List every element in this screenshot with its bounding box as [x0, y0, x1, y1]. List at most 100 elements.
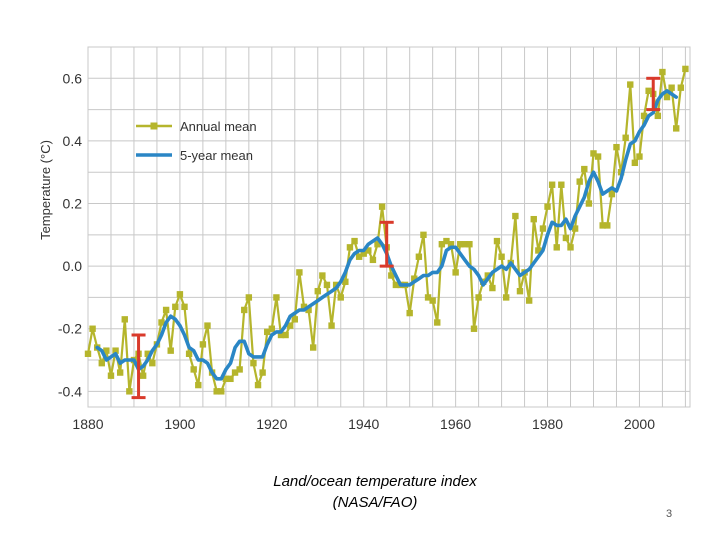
- annual-mean-point: [300, 303, 308, 311]
- annual-mean-point: [502, 294, 510, 301]
- annual-mean-point: [489, 284, 496, 292]
- annual-mean-point: [562, 234, 570, 242]
- x-tick-label: 1880: [72, 416, 103, 432]
- x-tick-label: 1920: [256, 416, 287, 432]
- annual-mean-point: [571, 225, 579, 232]
- y-tick-label: 0.0: [63, 258, 83, 274]
- annual-mean-point: [116, 369, 124, 376]
- annual-mean-point: [149, 359, 156, 367]
- error-bar: [646, 76, 661, 112]
- annual-mean-point: [264, 328, 271, 336]
- annual-mean-point: [346, 244, 354, 251]
- y-tick-label: 0.4: [63, 133, 83, 149]
- annual-mean-point: [195, 381, 202, 389]
- annual-mean-point: [282, 331, 289, 339]
- annual-mean-point: [328, 322, 335, 329]
- annual-mean-point: [181, 303, 188, 311]
- annual-mean-point: [548, 181, 556, 188]
- annual-mean-point: [309, 344, 317, 351]
- annual-mean-point: [314, 287, 321, 295]
- legend-label-five-year-mean: 5-year mean: [180, 148, 253, 163]
- annual-mean-point: [544, 203, 551, 210]
- annual-mean-point: [539, 225, 547, 232]
- x-axis-ticks: 1880 1900 1920 1940 1960 1980 2000: [72, 416, 655, 432]
- annual-mean-point: [627, 81, 634, 88]
- page-number: 3: [666, 508, 673, 520]
- annual-mean-point: [429, 297, 436, 304]
- annual-mean-point: [622, 134, 629, 141]
- annual-mean-point: [89, 325, 96, 332]
- annual-mean-point: [250, 359, 257, 367]
- annual-mean-point: [668, 84, 675, 91]
- x-tick-label: 1980: [532, 416, 563, 432]
- annual-mean-point: [218, 388, 225, 395]
- annual-mean-point: [374, 241, 381, 248]
- legend-entry-annual-mean: Annual mean: [136, 119, 257, 134]
- annual-mean-point: [585, 200, 593, 207]
- annual-mean-point: [512, 212, 519, 220]
- annual-mean-point: [424, 294, 432, 301]
- annual-mean-point: [613, 143, 620, 151]
- x-tick-label: 2000: [624, 416, 655, 432]
- annual-mean-point: [158, 319, 165, 326]
- temperature-chart: -0.4 -0.2 0.0 0.2 0.4 0.6 1880 1900 1920 1940 196…: [38, 46, 691, 432]
- y-tick-label: 0.2: [63, 196, 83, 212]
- annual-mean-point: [103, 347, 110, 354]
- annual-mean-point: [254, 381, 262, 389]
- x-tick-label: 1960: [440, 416, 471, 432]
- annual-mean-point: [369, 256, 377, 264]
- annual-mean-point: [498, 253, 505, 260]
- annual-mean-point: [581, 165, 588, 173]
- annual-mean-point: [594, 153, 602, 160]
- y-tick-label: -0.2: [58, 321, 82, 337]
- annual-mean-point: [525, 297, 533, 304]
- annual-mean-point: [484, 272, 492, 279]
- annual-mean-point: [654, 112, 662, 120]
- y-axis-label: Temperature (°C): [38, 140, 53, 240]
- annual-mean-point: [640, 112, 648, 120]
- annual-mean-point: [415, 253, 423, 260]
- annual-mean-point: [268, 325, 276, 332]
- annual-mean-point: [438, 241, 446, 248]
- annual-mean-point: [365, 247, 372, 254]
- annual-mean-point: [222, 375, 230, 383]
- y-tick-label: 0.6: [63, 70, 83, 86]
- annual-mean-point: [231, 369, 239, 376]
- annual-mean-point: [447, 241, 455, 248]
- annual-mean-point: [323, 281, 331, 289]
- annual-mean-point: [420, 231, 427, 239]
- annual-mean-point: [245, 294, 253, 301]
- annual-mean-point: [259, 369, 266, 376]
- slide-caption-source: (NASA/FAO): [332, 494, 418, 511]
- annual-mean-point: [493, 237, 501, 245]
- annual-mean-point: [406, 309, 413, 317]
- annual-mean-point: [590, 150, 597, 157]
- annual-mean-point: [604, 222, 611, 229]
- annual-mean-point: [567, 244, 574, 251]
- x-tick-label: 1900: [164, 416, 195, 432]
- annual-mean-point: [273, 294, 280, 301]
- annual-mean-point: [144, 350, 151, 357]
- annual-mean-point: [84, 350, 92, 357]
- annual-mean-point: [530, 215, 537, 223]
- error-bar: [131, 333, 146, 400]
- annual-mean-point: [457, 241, 464, 248]
- annual-mean-point: [176, 291, 184, 298]
- y-axis-ticks: -0.4 -0.2 0.0 0.2 0.4 0.6: [58, 70, 82, 399]
- annual-mean-point: [631, 159, 639, 167]
- annual-mean-point: [305, 306, 312, 314]
- annual-mean-point: [277, 331, 285, 339]
- annual-mean-point: [452, 269, 459, 276]
- annual-mean-point: [236, 366, 243, 373]
- annual-mean-point: [392, 281, 400, 289]
- annual-mean-point: [558, 181, 565, 188]
- annual-mean-point: [162, 306, 170, 314]
- y-tick-label: -0.4: [58, 383, 82, 399]
- annual-mean-point: [351, 237, 358, 245]
- annual-mean-point: [360, 250, 367, 257]
- annual-mean-point: [470, 325, 478, 332]
- annual-mean-point: [139, 372, 147, 379]
- annual-mean-point: [204, 322, 211, 329]
- annual-mean-point: [199, 341, 207, 348]
- annual-mean-point: [286, 322, 294, 329]
